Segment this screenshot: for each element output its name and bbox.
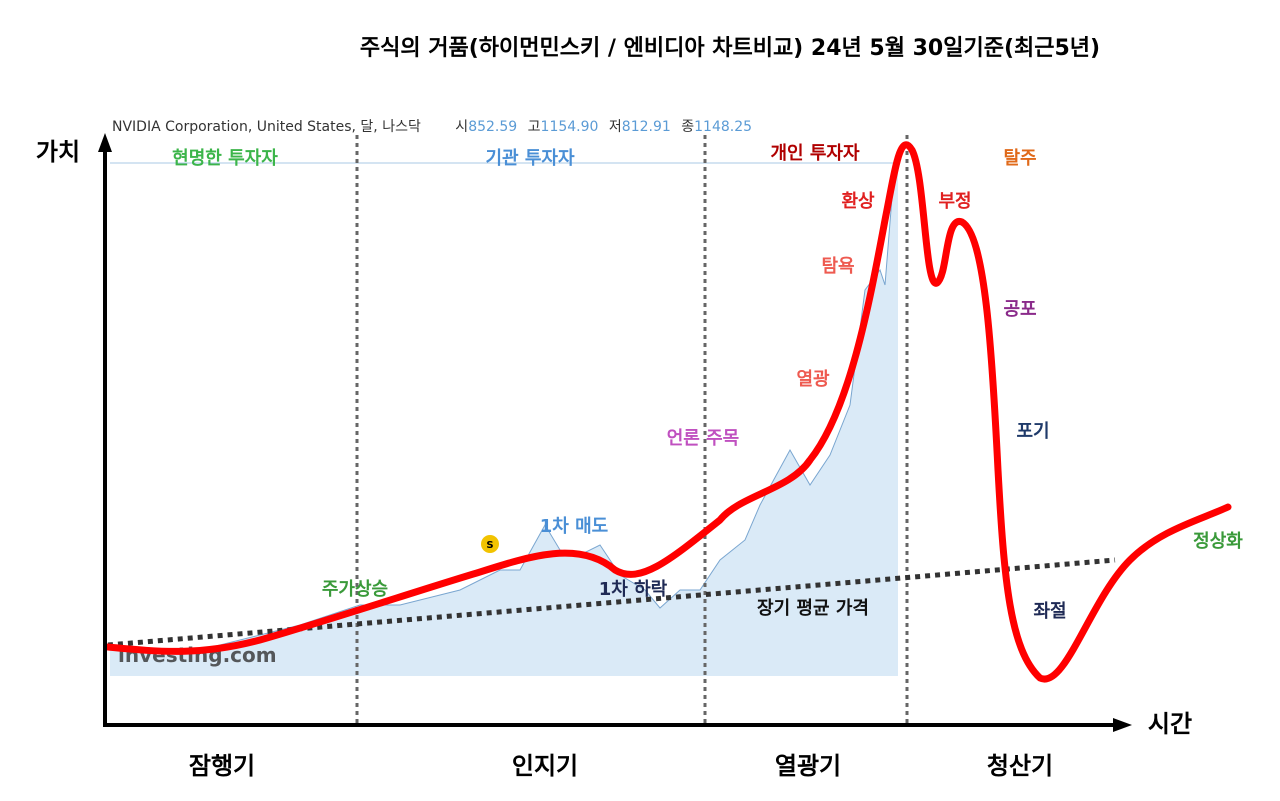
phase-label: 잠행기 [189, 752, 255, 780]
stage-label: 주가상승 [322, 579, 388, 600]
split-marker-label: S [486, 540, 493, 551]
y-axis-arrow-icon [98, 133, 112, 152]
title: 주식의 거품(하이먼민스키 / 엔비디아 차트비교) 24년 5월 30일기준(… [360, 36, 1100, 61]
x-axis-label: 시간 [1148, 710, 1192, 738]
investor-label: 현명한 투자자 [172, 148, 278, 169]
stage-label: 장기 평균 가격 [757, 598, 869, 619]
stage-label: 환상 [841, 190, 875, 212]
stage-label: 탐욕 [821, 256, 854, 277]
bubble-curve [104, 141, 1232, 683]
stage-label: 좌절 [1033, 601, 1066, 622]
long-term-average-line [107, 557, 1116, 648]
stage-label: 언론 주목 [667, 428, 740, 449]
investor-label: 탈주 [1003, 148, 1036, 169]
investor-label: 기관 투자자 [485, 148, 575, 169]
phase-dividers [355, 135, 909, 725]
stage-label: 1차 매도 [540, 516, 608, 537]
stage-label: 공포 [1003, 299, 1036, 320]
split-marker-icon [481, 535, 499, 553]
y-axis-label: 가치 [36, 138, 80, 166]
phase-label: 열광기 [775, 752, 841, 780]
x-axis-arrow-icon [1113, 718, 1132, 732]
axes [98, 133, 1132, 732]
stage-label: 부정 [938, 191, 971, 212]
stage-label: 1차 하락 [599, 579, 668, 600]
stage-label: 열광 [796, 369, 830, 390]
phase-label: 인지기 [512, 752, 578, 780]
stage-label: 포기 [1016, 421, 1049, 442]
stage-label: 정상화 [1193, 531, 1243, 552]
phase-label: 청산기 [987, 752, 1053, 780]
chart-header: NVIDIA Corporation, United States, 달, 나스… [112, 119, 752, 135]
investor-label: 개인 투자자 [770, 143, 860, 164]
nvidia-price-area [110, 150, 898, 676]
